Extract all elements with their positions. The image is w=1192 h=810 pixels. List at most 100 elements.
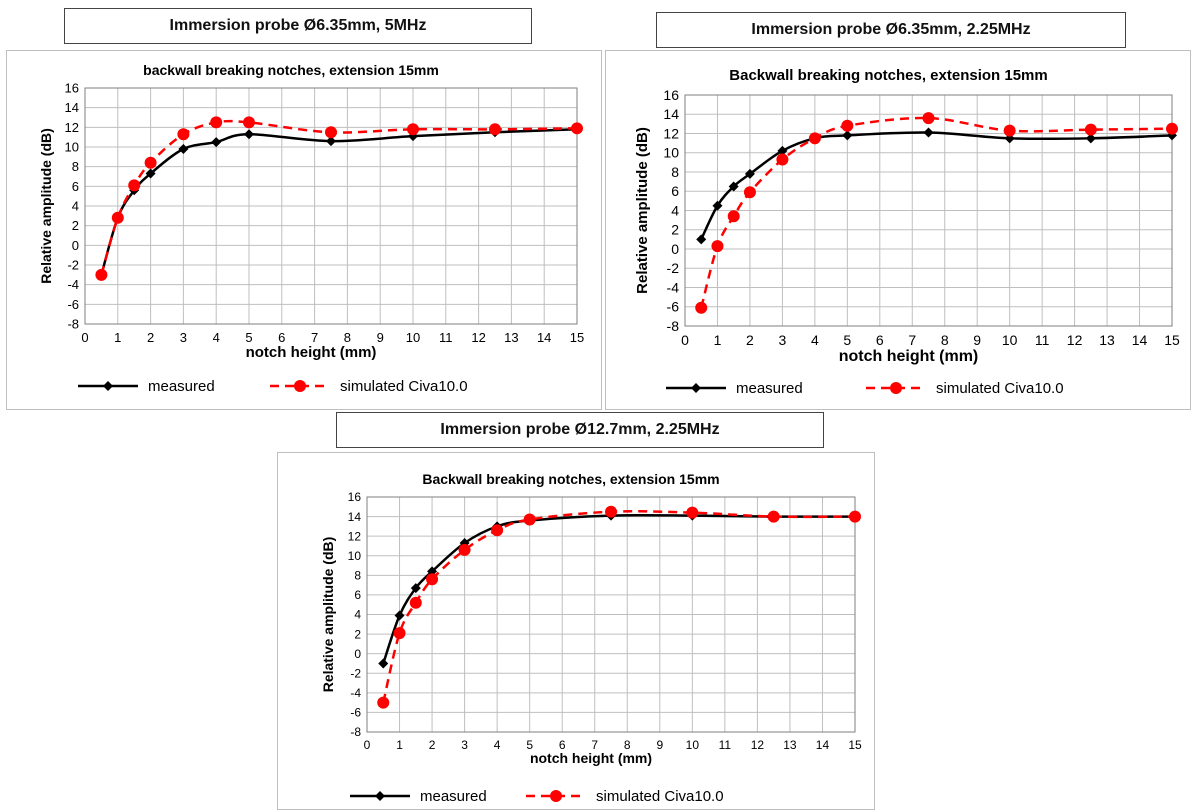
y-tick-label: 10 (348, 549, 362, 563)
y-tick-label: 6 (671, 183, 679, 199)
x-tick-label: 14 (1132, 332, 1148, 348)
point-simulated (727, 210, 740, 223)
y-tick-label: -4 (350, 686, 361, 700)
x-tick-label: 5 (843, 332, 851, 348)
y-tick-label: 2 (671, 222, 679, 238)
x-tick-label: 14 (816, 738, 830, 752)
y-tick-label: 4 (72, 199, 79, 214)
series-line-simulated (100, 119, 578, 276)
x-tick-label: 9 (377, 330, 384, 345)
probe-title-1: Immersion probe Ø6.35mm, 5MHz (64, 8, 532, 44)
point-simulated (489, 123, 501, 136)
point-simulated (571, 122, 583, 135)
x-tick-label: 15 (848, 738, 862, 752)
x-tick-label: 8 (624, 738, 631, 752)
point-simulated (111, 211, 124, 224)
x-tick-label: 13 (783, 738, 797, 752)
point-simulated (377, 696, 390, 709)
y-tick-label: 16 (65, 81, 79, 96)
point-measured (744, 168, 755, 179)
x-tick-label: 0 (364, 738, 371, 752)
point-measured (712, 200, 723, 211)
x-tick-label: 2 (147, 330, 154, 345)
chart-title: Backwall breaking notches, extension 15m… (422, 471, 719, 487)
x-tick-label: 12 (1067, 332, 1083, 348)
x-tick-label: 7 (311, 330, 318, 345)
point-simulated (458, 543, 471, 556)
point-simulated (325, 126, 337, 139)
legend-simulated-label: simulated Civa10.0 (340, 378, 468, 395)
point-simulated (743, 186, 756, 199)
point-measured (728, 181, 739, 192)
x-tick-label: 8 (941, 332, 949, 348)
y-axis-label: Relative amplitude (dB) (634, 127, 651, 294)
y-tick-label: 8 (671, 164, 679, 180)
x-tick-label: 6 (559, 738, 566, 752)
legend-simulated-label: simulated Civa10.0 (936, 380, 1064, 397)
point-simulated (128, 179, 141, 192)
x-tick-label: 13 (1099, 332, 1115, 348)
y-tick-label: 10 (663, 145, 679, 161)
x-axis-label: notch height (mm) (530, 750, 652, 766)
point-simulated (210, 116, 223, 129)
point-simulated (841, 119, 854, 132)
x-tick-label: 5 (526, 738, 533, 752)
chart-2: 0 1 2 3 4 5 6 7 8 9 10 11 12 13 14 15-8-6-4-20246810121… (634, 67, 1180, 397)
y-tick-label: 4 (354, 608, 361, 622)
point-measured (394, 610, 405, 621)
y-tick-label: 4 (671, 202, 679, 218)
point-simulated (776, 153, 789, 166)
point-simulated (426, 573, 439, 586)
y-tick-label: -4 (667, 279, 680, 295)
point-simulated (393, 627, 406, 640)
y-axis-label: Relative amplitude (dB) (320, 537, 336, 693)
y-tick-label: 0 (72, 238, 79, 253)
point-measured (842, 130, 853, 141)
x-tick-label: 3 (779, 332, 787, 348)
x-tick-label: 8 (344, 330, 351, 345)
point-simulated (177, 128, 190, 141)
y-tick-label: 16 (348, 490, 362, 504)
point-simulated (1084, 123, 1097, 136)
y-tick-label: -2 (667, 260, 680, 276)
y-tick-label: -6 (67, 297, 79, 312)
chart-3: 0 1 2 3 4 5 6 7 8 9 10 11 12 13 14 15-8-6-4-20246810121… (320, 471, 862, 805)
point-simulated (922, 112, 935, 125)
y-tick-label: 2 (354, 627, 361, 641)
y-tick-label: 14 (348, 510, 362, 524)
point-simulated (808, 132, 821, 145)
x-tick-label: 4 (213, 330, 220, 345)
x-tick-label: 11 (439, 330, 453, 345)
y-tick-label: 16 (663, 87, 679, 103)
y-tick-label: 6 (354, 588, 361, 602)
point-simulated (409, 596, 422, 609)
series-line-simulated (700, 116, 1173, 309)
x-tick-label: 2 (746, 332, 754, 348)
point-measured (326, 136, 336, 147)
point-measured (378, 658, 389, 669)
point-measured (211, 137, 222, 148)
point-measured (244, 129, 254, 140)
point-measured (777, 145, 788, 156)
y-tick-label: -6 (667, 299, 680, 315)
legend-measured-label: measured (148, 378, 215, 395)
y-tick-label: 14 (65, 100, 79, 115)
x-tick-label: 3 (461, 738, 468, 752)
x-tick-label: 4 (811, 332, 819, 348)
x-tick-label: 15 (570, 330, 584, 345)
x-axis-label: notch height (mm) (246, 344, 377, 361)
x-tick-label: 14 (537, 330, 551, 345)
x-tick-label: 6 (278, 330, 285, 345)
legend-measured-marker (375, 791, 385, 801)
point-simulated (695, 301, 708, 314)
legend-simulated-marker (890, 382, 902, 394)
x-tick-label: 11 (1035, 332, 1050, 348)
x-tick-label: 7 (591, 738, 598, 752)
series-line-measured (382, 513, 856, 664)
y-tick-label: 0 (671, 241, 679, 257)
point-simulated (1003, 124, 1016, 137)
point-measured (410, 583, 421, 594)
x-tick-label: 15 (1164, 332, 1180, 348)
y-tick-label: -8 (350, 725, 361, 739)
point-simulated (523, 513, 536, 526)
